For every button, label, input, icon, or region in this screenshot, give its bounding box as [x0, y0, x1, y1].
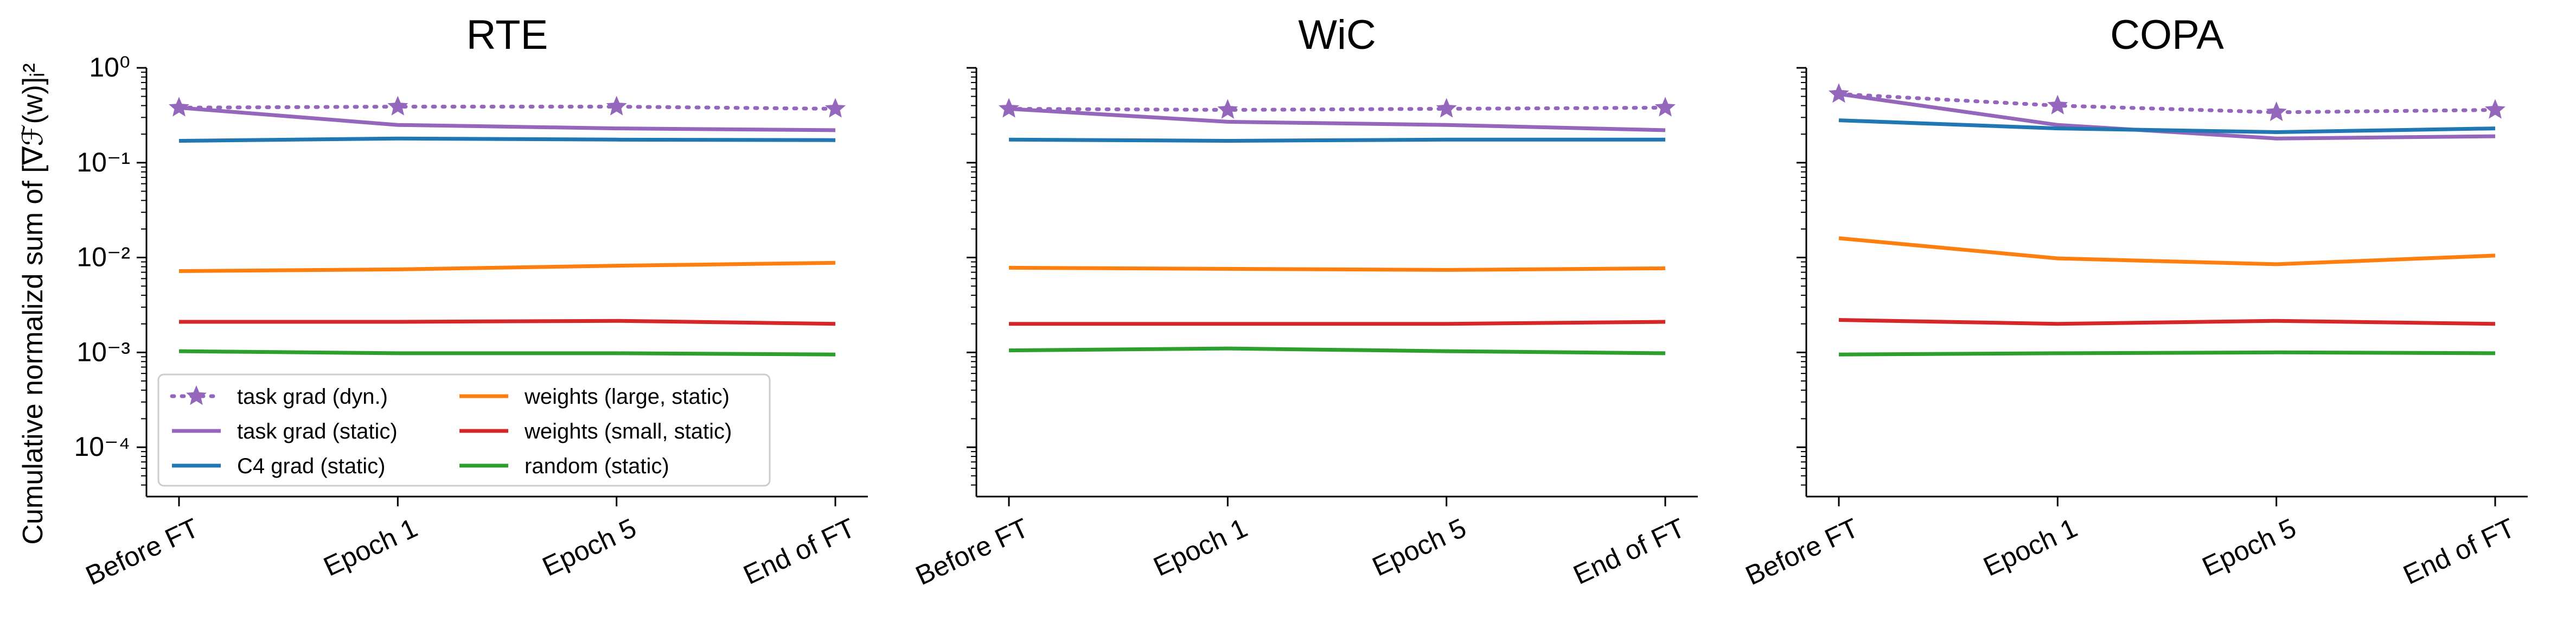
series-line-weights-small-static-: [1838, 318, 2496, 326]
series-line-weights-large-static-: [1838, 236, 2496, 266]
x-tick-label: End of FT: [1569, 512, 1690, 590]
series-line-weights-large-static-: [1008, 265, 1666, 272]
legend: task grad (dyn.) task grad (static) C4 gra…: [157, 373, 771, 487]
series-line-c4-grad-static-: [178, 136, 836, 143]
data-point-star: [2266, 101, 2287, 122]
series-line-weights-small-static-: [1009, 320, 1666, 326]
panel-title: WiC: [1298, 12, 1376, 58]
x-tick-label: Epoch 1: [1979, 512, 2082, 582]
panel-rte: RTE 10⁰ 10⁻¹ 10⁻² 10⁻³ 10⁻⁴ Before FT Epoch 1 Ep…: [74, 12, 868, 591]
series-line-random-static-: [1008, 346, 1666, 355]
x-tick-label: Epoch 1: [319, 512, 422, 582]
y-tick-label: 10⁻³: [76, 336, 130, 367]
x-tick-label: Epoch 5: [2197, 512, 2300, 582]
data-point-star: [1655, 97, 1676, 117]
y-tick-label: 10⁰: [89, 52, 130, 82]
data-point-star: [825, 98, 846, 118]
x-tick-label: End of FT: [739, 512, 860, 590]
legend-label: weights (small, static): [524, 420, 732, 443]
y-axis-label: Cumulative normalizd sum of [∇ℱ(w)]ᵢ²: [17, 63, 49, 544]
series-line-task-grad-dyn-: [1007, 105, 1667, 112]
x-tick-label: Epoch 5: [1367, 512, 1471, 582]
x-tick-label: Epoch 1: [1149, 512, 1252, 582]
data-point-star: [1436, 98, 1457, 118]
data-point-star: [169, 97, 189, 117]
data-point-star: [387, 96, 408, 116]
data-point-star: [1829, 83, 1849, 103]
series-line-random-static-: [1838, 350, 2496, 357]
panels: RTE 10⁰ 10⁻¹ 10⁻² 10⁻³ 10⁻⁴ Before FT Epoch 1 Ep…: [74, 12, 2528, 591]
data-point-star: [1217, 99, 1238, 119]
legend-label: task grad (static): [237, 420, 398, 443]
series-line-task-grad-dyn-: [177, 105, 838, 111]
y-tick-label: 10⁻²: [76, 242, 130, 272]
x-tick-label: Before FT: [911, 512, 1033, 591]
data-point-star: [2485, 99, 2505, 119]
x-tick-label: End of FT: [2399, 512, 2520, 590]
x-tick-label: Before FT: [1741, 512, 1863, 591]
data-point-star: [2047, 94, 2068, 115]
y-tick-label: 10⁻¹: [76, 147, 130, 177]
panel-title: RTE: [466, 12, 548, 58]
series-line-random-static-: [178, 349, 836, 357]
series-line-weights-small-static-: [179, 319, 836, 326]
legend-label: weights (large, static): [524, 385, 730, 409]
series-line-task-grad-static-: [1008, 107, 1666, 132]
panel-title: COPA: [2110, 12, 2224, 58]
x-tick-label: Epoch 5: [538, 512, 641, 582]
series-line-c4-grad-static-: [1838, 118, 2496, 134]
legend-label: random (static): [525, 454, 669, 478]
series-line-task-grad-dyn-: [1837, 92, 2497, 115]
y-tick-label: 10⁻⁴: [74, 431, 131, 462]
data-point-star: [606, 96, 627, 116]
series-line-task-grad-static-: [178, 105, 836, 132]
series-line-weights-large-static-: [178, 261, 836, 273]
x-tick-label: Before FT: [81, 512, 203, 591]
panel-copa: COPA Before FT Epoch 1 Epoch 5 End of FT: [1741, 12, 2528, 591]
legend-star: [186, 385, 207, 405]
panel-wic: WiC Before FT Epoch 1 Epoch 5 End of FT: [911, 12, 1698, 591]
legend-label: task grad (dyn.): [237, 385, 388, 409]
series-line-c4-grad-static-: [1008, 137, 1665, 143]
data-point-star: [999, 98, 1019, 118]
legend-label: C4 grad (static): [237, 454, 385, 478]
